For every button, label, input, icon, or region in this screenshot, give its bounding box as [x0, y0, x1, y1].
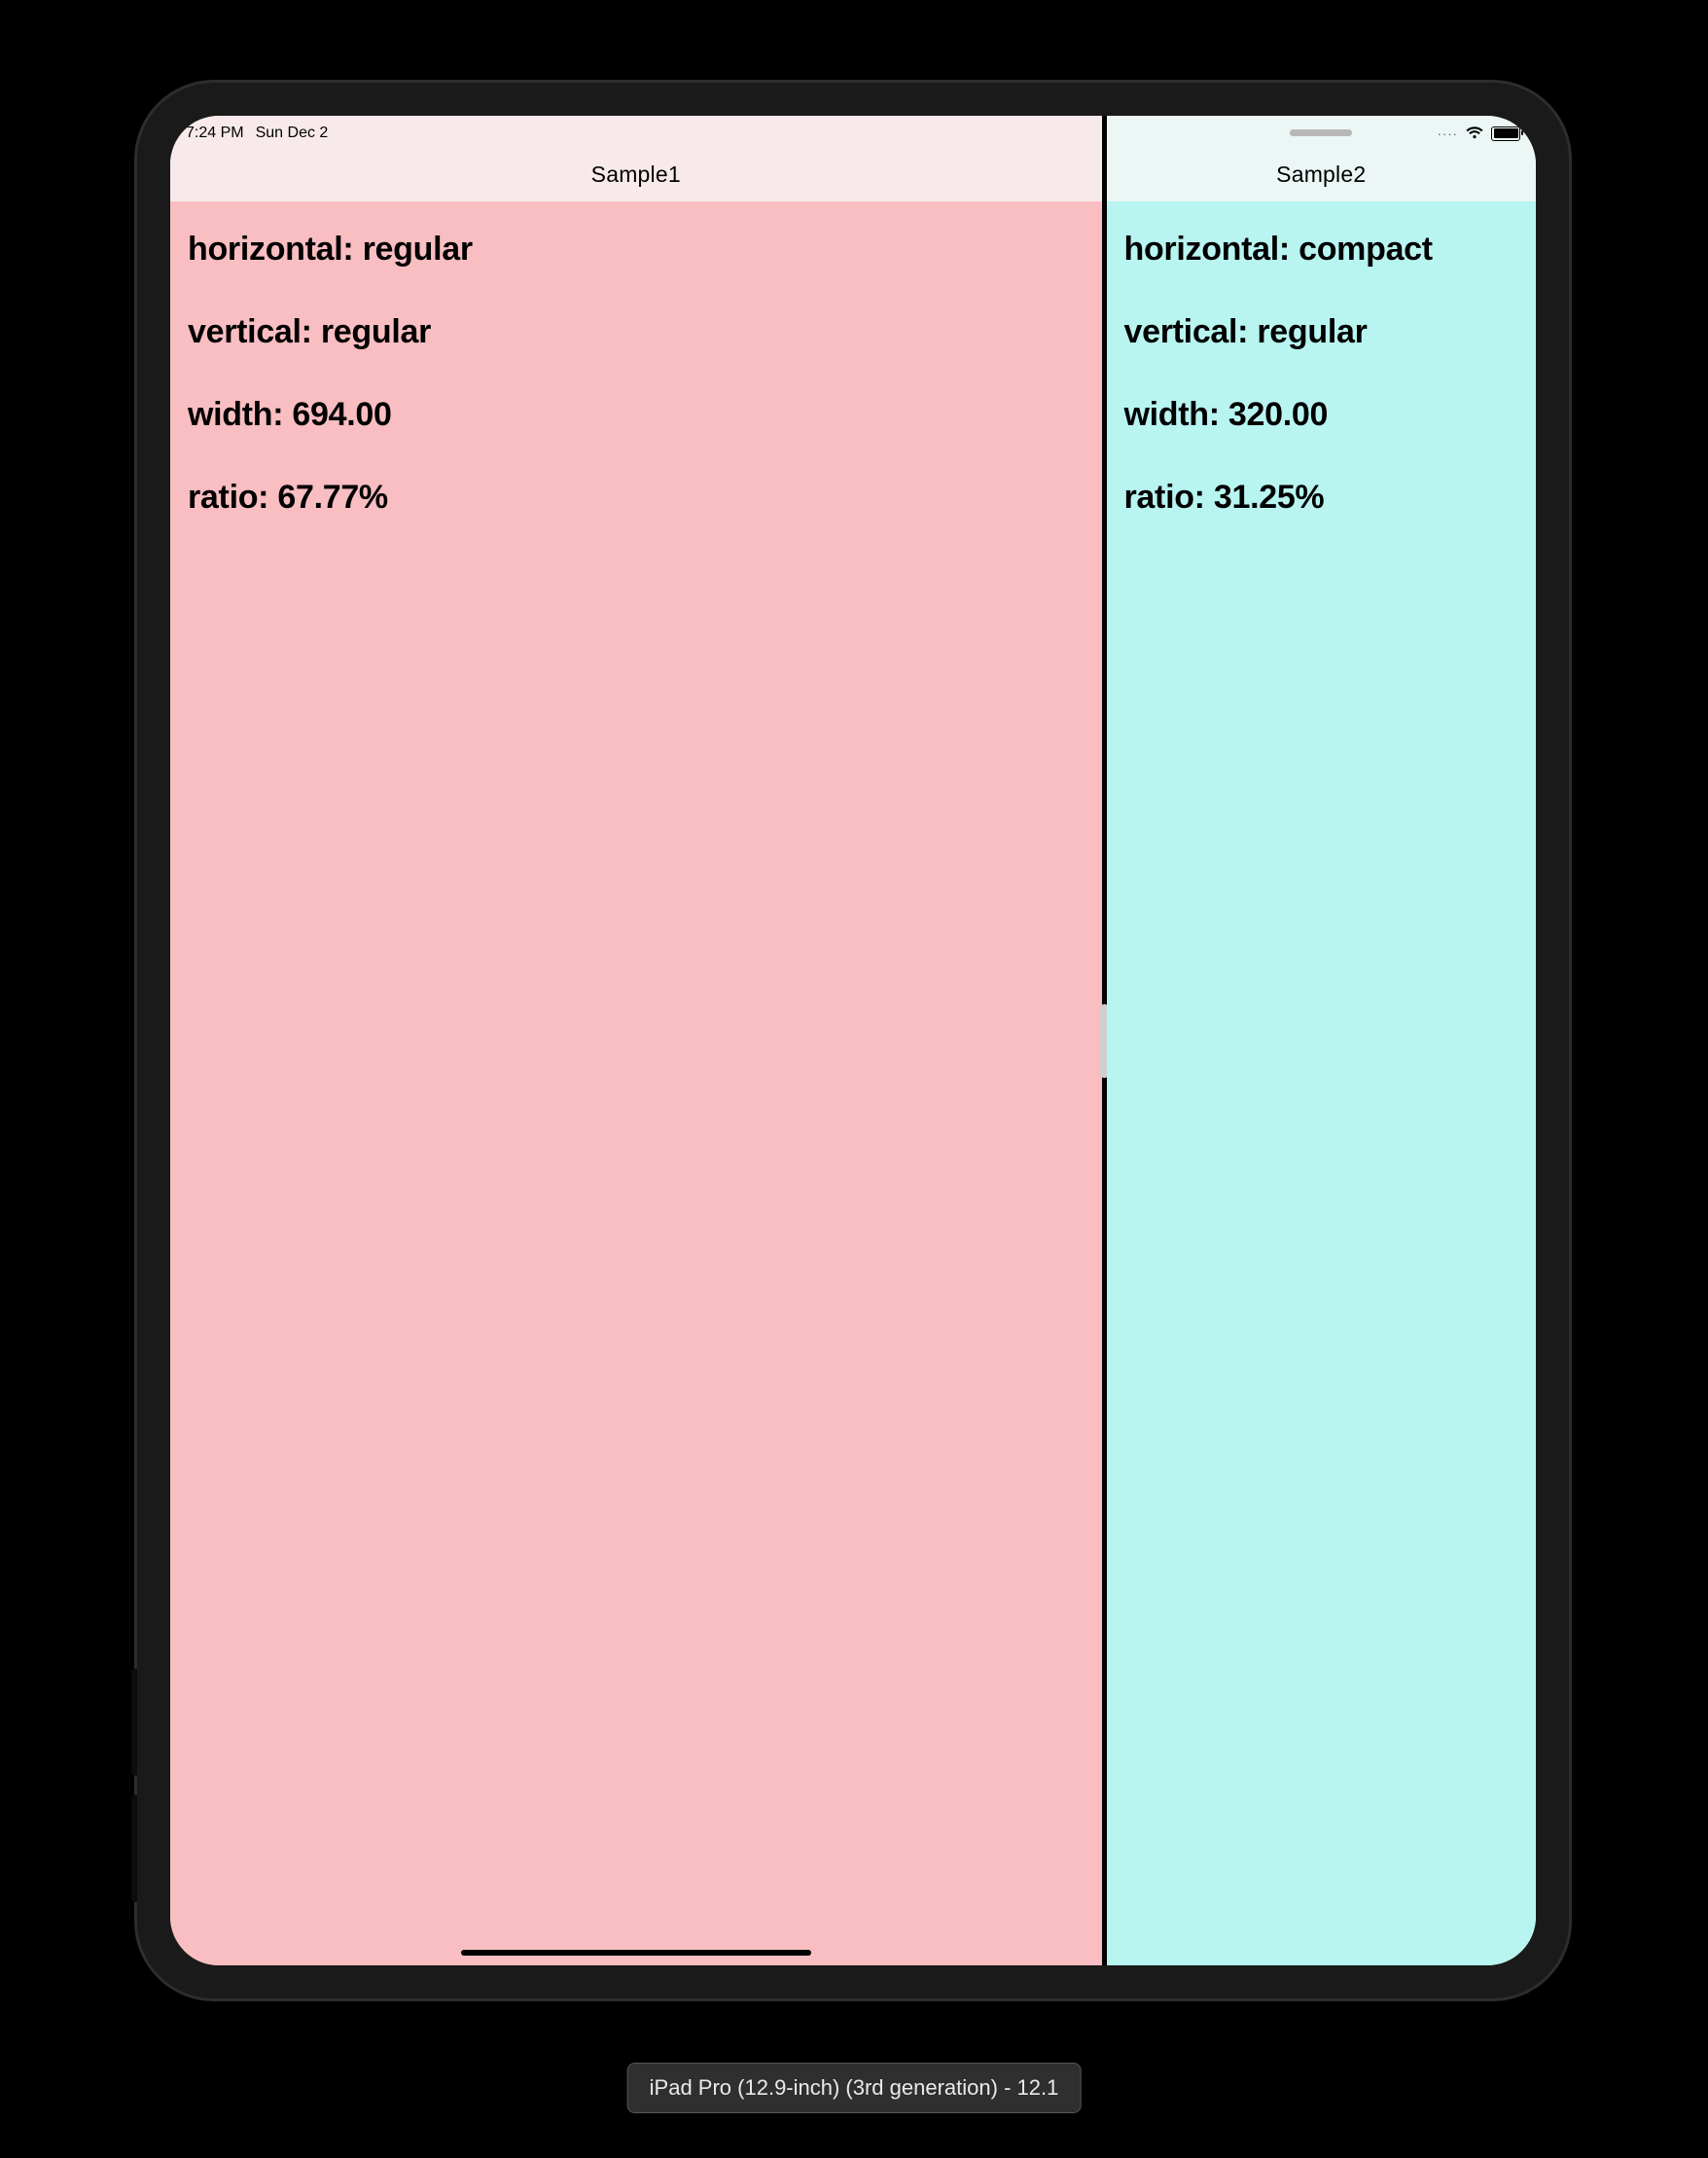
right-ratio-label: ratio: 31.25%: [1124, 479, 1519, 517]
navbar-left: 7:24 PM Sun Dec 2 Sample1: [170, 116, 1102, 201]
volume-down-button[interactable]: [131, 1795, 137, 1902]
ipad-screen: 7:24 PM Sun Dec 2 Sample1 horizontal: re…: [170, 116, 1536, 1965]
navbar-right: ···· Sample2: [1107, 116, 1537, 201]
nav-title-left: Sample1: [591, 162, 681, 188]
right-vertical-label: vertical: regular: [1124, 313, 1519, 351]
left-width-label: width: 694.00: [188, 396, 1085, 434]
content-left: horizontal: regular vertical: regular wi…: [170, 201, 1102, 1965]
nav-title-right: Sample2: [1276, 162, 1366, 188]
simulator-device-label: iPad Pro (12.9-inch) (3rd generation) - …: [627, 2063, 1082, 2113]
status-bar: 7:24 PM Sun Dec 2: [170, 116, 1102, 147]
wifi-icon: [1466, 126, 1483, 140]
cellular-dots-icon: ····: [1438, 126, 1458, 141]
slideover-grip[interactable]: [1290, 129, 1352, 136]
ipad-device-frame: 7:24 PM Sun Dec 2 Sample1 horizontal: re…: [134, 80, 1572, 2001]
left-ratio-label: ratio: 67.77%: [188, 479, 1085, 517]
volume-up-button[interactable]: [131, 1669, 137, 1776]
right-horizontal-label: horizontal: compact: [1124, 231, 1519, 269]
content-right: horizontal: compact vertical: regular wi…: [1107, 201, 1537, 1965]
left-vertical-label: vertical: regular: [188, 313, 1085, 351]
left-horizontal-label: horizontal: regular: [188, 231, 1085, 269]
battery-icon: [1491, 126, 1520, 141]
stage: 7:24 PM Sun Dec 2 Sample1 horizontal: re…: [0, 0, 1708, 2158]
status-date: Sun Dec 2: [256, 125, 329, 142]
right-width-label: width: 320.00: [1124, 396, 1519, 434]
home-indicator[interactable]: [461, 1950, 811, 1956]
status-time: 7:24 PM: [186, 125, 244, 142]
split-view-left-app: 7:24 PM Sun Dec 2 Sample1 horizontal: re…: [170, 116, 1102, 1965]
split-view-right-app: ···· Sample2 horizontal: compact: [1107, 116, 1537, 1965]
